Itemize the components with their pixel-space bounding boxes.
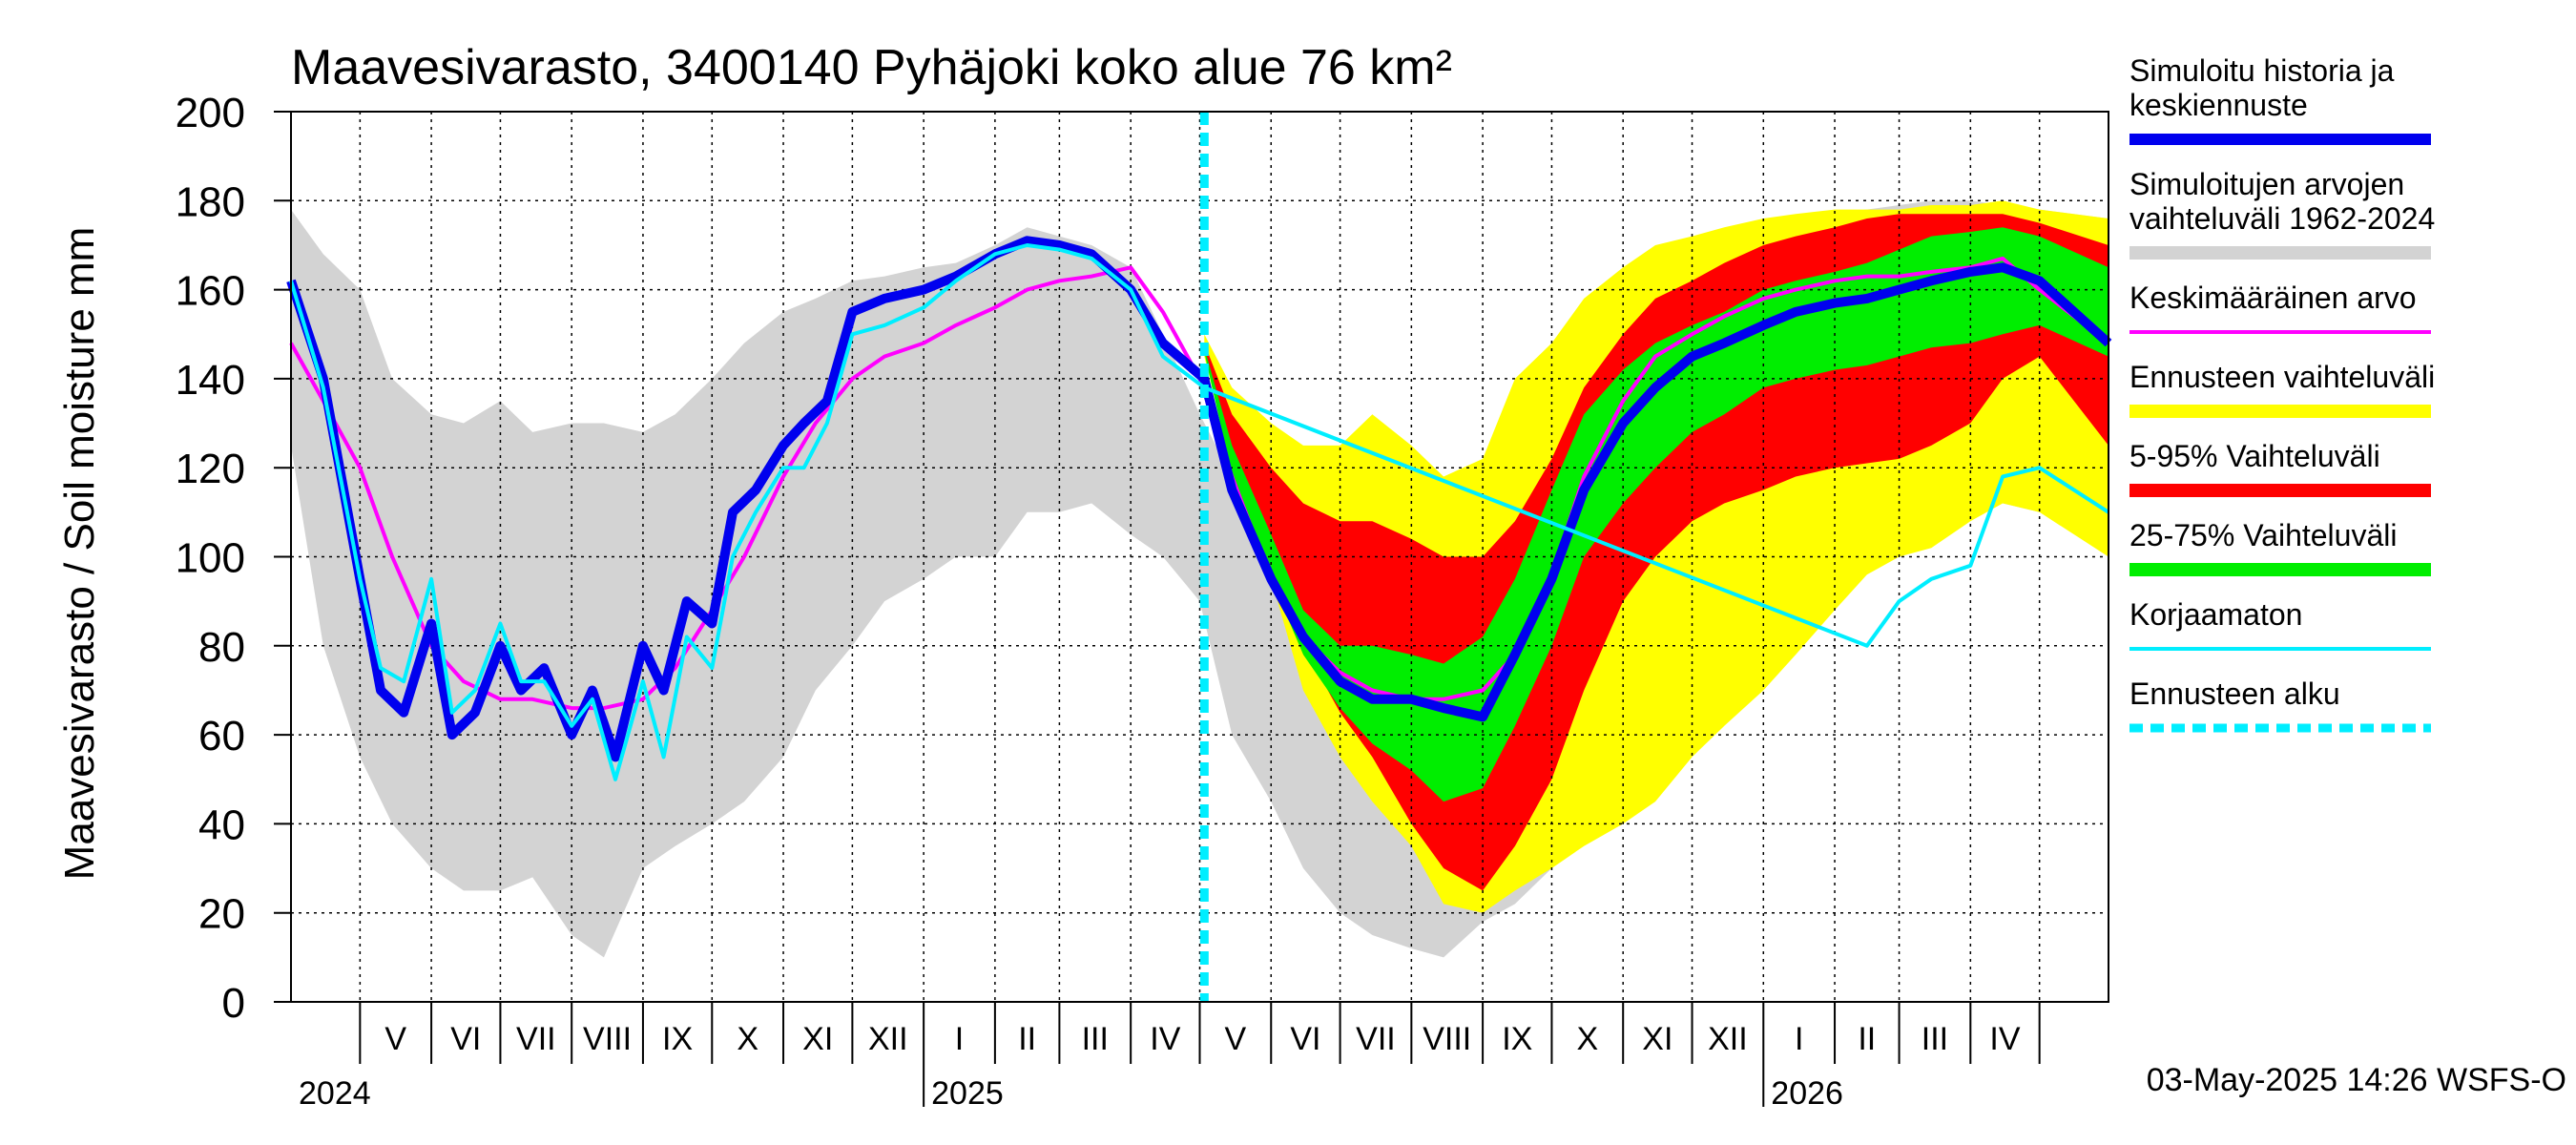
month-label: I xyxy=(1795,1021,1803,1057)
year-label: 2024 xyxy=(299,1075,371,1112)
month-label: XII xyxy=(868,1021,908,1057)
legend-label: keskiennuste xyxy=(2129,88,2308,122)
month-label: VI xyxy=(1290,1021,1320,1057)
month-label: II xyxy=(1018,1021,1036,1057)
y-tick-label: 180 xyxy=(176,178,245,225)
series-lines xyxy=(286,112,2112,1002)
month-label: X xyxy=(1576,1021,1598,1057)
y-tick-label: 160 xyxy=(176,268,245,315)
timestamp-label: 03-May-2025 14:26 WSFS-O xyxy=(2147,1062,2566,1098)
y-tick-label: 120 xyxy=(176,446,245,492)
legend-label: Simuloitujen arvojen xyxy=(2129,167,2404,201)
month-label: VIII xyxy=(583,1021,632,1057)
month-label: IX xyxy=(662,1021,693,1057)
month-label: VII xyxy=(1356,1021,1396,1057)
month-label: X xyxy=(737,1021,758,1057)
month-label: II xyxy=(1858,1021,1876,1057)
month-label: XII xyxy=(1708,1021,1748,1057)
y-tick-label: 20 xyxy=(198,891,245,938)
year-label: 2026 xyxy=(1771,1075,1843,1112)
month-label: V xyxy=(1225,1021,1247,1057)
y-tick-label: 100 xyxy=(176,535,245,582)
legend-label: 25-75% Vaihteluväli xyxy=(2129,518,2397,552)
y-tick-label: 140 xyxy=(176,357,245,404)
simulated-line xyxy=(286,236,2112,762)
month-label: III xyxy=(1082,1021,1109,1057)
month-label: VI xyxy=(450,1021,481,1057)
month-label: VIII xyxy=(1423,1021,1471,1057)
month-label: XI xyxy=(802,1021,833,1057)
month-label: III xyxy=(1922,1021,1948,1057)
y-axis-label: Maavesivarasto / Soil moisture mm xyxy=(56,227,103,881)
month-label: IV xyxy=(1150,1021,1180,1057)
month-label: VII xyxy=(516,1021,556,1057)
y-tick-label: 0 xyxy=(222,980,245,1027)
legend-label: 5-95% Vaihteluväli xyxy=(2129,439,2380,473)
month-label: IV xyxy=(1989,1021,2020,1057)
uncorrected-line xyxy=(289,243,2110,781)
legend-label: Ennusteen vaihteluväli xyxy=(2129,360,2435,394)
y-tick-label: 200 xyxy=(176,90,245,136)
legend-label: vaihteluväli 1962-2024 xyxy=(2129,201,2435,236)
y-tick-label: 60 xyxy=(198,713,245,760)
legend-label: Korjaamaton xyxy=(2129,597,2302,632)
month-label: V xyxy=(384,1021,406,1057)
chart-title: Maavesivarasto, 3400140 Pyhäjoki koko al… xyxy=(291,40,1452,95)
month-label: XI xyxy=(1642,1021,1672,1057)
y-tick-label: 40 xyxy=(198,802,245,848)
month-label: IX xyxy=(1502,1021,1532,1057)
legend-label: Keskimääräinen arvo xyxy=(2129,281,2417,315)
legend-label: Simuloitu historia ja xyxy=(2129,53,2395,88)
p25-75-band xyxy=(1204,227,2109,802)
year-label: 2025 xyxy=(931,1075,1004,1112)
month-label: I xyxy=(955,1021,964,1057)
legend-label: Ennusteen alku xyxy=(2129,677,2340,711)
y-tick-label: 80 xyxy=(198,624,245,671)
